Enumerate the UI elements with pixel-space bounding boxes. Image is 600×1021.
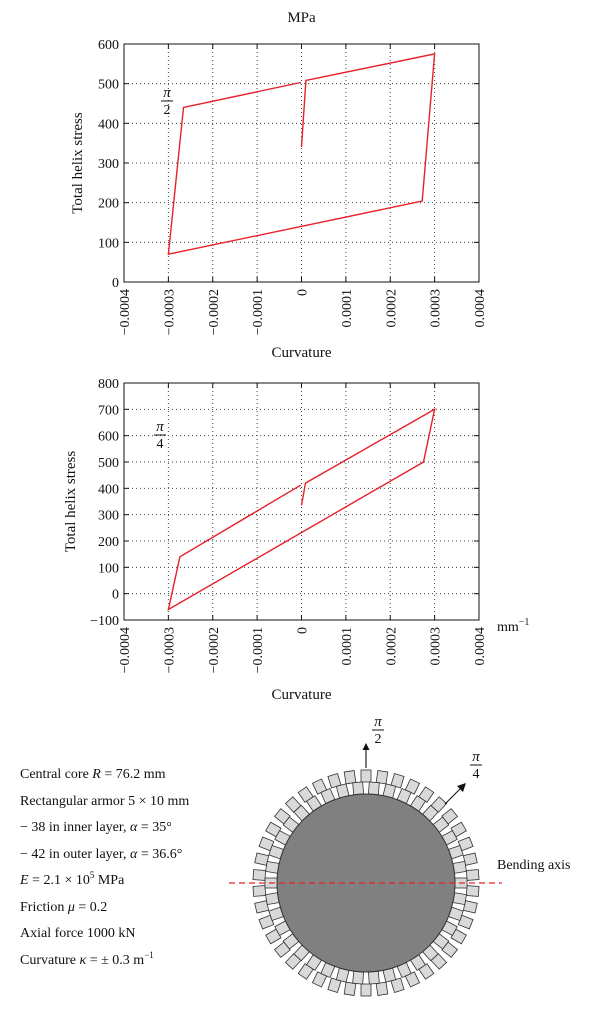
inner-armor-wire [452, 860, 467, 874]
x-unit-label: mm−1 [497, 617, 529, 635]
inner-armor-wire [367, 970, 380, 985]
y-tick-label: 200 [98, 197, 119, 212]
bending-axis-label: Bending axis [497, 858, 571, 873]
y-tick-label: 300 [98, 509, 119, 524]
x-axis-label: Curvature [272, 345, 332, 361]
outer-armor-wire [465, 885, 480, 897]
y-tick-label: 100 [98, 561, 119, 576]
x-tick-label: −0.0001 [251, 289, 266, 335]
x-tick-label: 0 [296, 627, 311, 634]
x-unit-exponent: −1 [519, 617, 530, 628]
x-tick-label: 0 [296, 289, 311, 296]
outer-armor-wire [462, 900, 478, 914]
y-tick-label: 0 [112, 276, 119, 291]
outer-armor-wire [375, 770, 389, 785]
inner-armor-wire [452, 892, 467, 906]
y-tick-label: 600 [98, 430, 119, 445]
x-tick-label: 0.0002 [384, 289, 399, 328]
param-central-core: Central core R = 76.2 mm [20, 767, 166, 782]
x-tick-label: −0.0004 [118, 627, 133, 673]
pi-over-4-numerator: π [472, 749, 480, 765]
y-tick-label: 100 [98, 236, 119, 251]
x-tick-label: 0.0001 [340, 627, 355, 666]
param-curvature: Curvature κ = ± 0.3 m−1 [20, 949, 154, 968]
x-tick-label: −0.0003 [162, 289, 177, 335]
param-outer-layer: − 42 in outer layer, α = 36.6° [20, 846, 183, 862]
outer-armor-wire [360, 983, 372, 997]
angle-label-denominator: 4 [157, 437, 164, 452]
x-tick-label: 0.0004 [473, 289, 488, 328]
outer-armor-wire [465, 869, 480, 881]
series-line [167, 407, 436, 611]
angle-label-fraction: π2 [161, 85, 173, 118]
param-axial-force: Axial force 1000 kN [20, 926, 136, 941]
x-tick-label: −0.0001 [251, 627, 266, 673]
pi-over-4-arrowhead [457, 783, 466, 792]
x-tick-label: 0.0003 [429, 627, 444, 666]
x-tick-label: −0.0002 [207, 289, 222, 335]
x-tick-label: 0.0004 [473, 627, 488, 666]
y-tick-label: 400 [98, 482, 119, 497]
y-tick-label: 500 [98, 78, 119, 93]
y-tick-label: 0 [112, 588, 119, 603]
outer-armor-wire [375, 981, 389, 996]
outer-armor-wire [462, 852, 478, 866]
y-tick-label: 500 [98, 456, 119, 471]
inner-armor-wire [367, 781, 380, 796]
x-tick-label: 0.0003 [429, 289, 444, 328]
outer-armor-wire [343, 981, 357, 996]
x-axis-label: Curvature [272, 687, 332, 703]
pi-over-2-numerator: π [374, 716, 382, 730]
pi-over-2-arrowhead [362, 743, 370, 750]
param-armor: Rectangular armor 5 × 10 mm [20, 793, 190, 809]
outer-armor-wire [252, 885, 267, 897]
series-line [167, 53, 436, 256]
chart-title: MPa [287, 10, 316, 26]
y-tick-label: 600 [98, 38, 119, 53]
angle-label-numerator: π [163, 85, 171, 101]
y-axis-label: Total helix stress [63, 451, 79, 553]
y-tick-label: 200 [98, 535, 119, 550]
angle-label-fraction: π4 [154, 419, 166, 452]
y-axis-label: Total helix stress [70, 112, 86, 214]
param-inner-layer: − 38 in inner layer, α = 35° [20, 820, 172, 835]
stress-chart-pi-over-4: −0.0004 −0.0003 −0.0002 −0.0001 0 0.0001 0.000… [63, 377, 529, 703]
outer-armor-wire [360, 769, 372, 783]
y-tick-label: −100 [90, 614, 119, 629]
x-tick-label: −0.0004 [118, 289, 133, 335]
angle-label-denominator: 2 [164, 103, 171, 118]
pi-over-2-fraction: π2 [372, 716, 384, 747]
outer-armor-wire [254, 852, 270, 866]
x-tick-label: 0.0002 [384, 627, 399, 666]
y-tick-label: 400 [98, 117, 119, 132]
outer-armor-wire [343, 770, 357, 785]
inner-armor-wire [352, 781, 365, 796]
x-tick-label: −0.0002 [207, 627, 222, 673]
pi-over-4-denominator: 4 [473, 767, 480, 782]
pi-over-4-arrow [444, 786, 463, 805]
inner-armor-wire [265, 860, 280, 874]
inner-armor-wire [352, 970, 365, 985]
pi-over-4-fraction: π4 [470, 749, 482, 782]
param-friction: Friction μ = 0.2 [20, 899, 108, 915]
x-tick-label: 0.0001 [340, 289, 355, 328]
outer-armor-wire [254, 900, 270, 914]
angle-label-numerator: π [156, 419, 164, 435]
y-tick-label: 800 [98, 377, 119, 392]
parameter-list: Central core R = 76.2 mm Rectangular arm… [20, 762, 250, 974]
param-modulus: E = 2.1 × 105 MPa [20, 870, 125, 889]
y-tick-label: 300 [98, 157, 119, 172]
x-tick-label: −0.0003 [162, 627, 177, 673]
stress-chart-pi-over-2: −0.0004 −0.0003 −0.0002 −0.0001 0 0.0001 0.000… [70, 10, 488, 361]
pi-over-2-denominator: 2 [375, 732, 382, 747]
outer-armor-wire [252, 869, 267, 881]
y-tick-label: 700 [98, 403, 119, 418]
inner-armor-wire [265, 892, 280, 906]
outer-armor-layer [252, 769, 480, 997]
